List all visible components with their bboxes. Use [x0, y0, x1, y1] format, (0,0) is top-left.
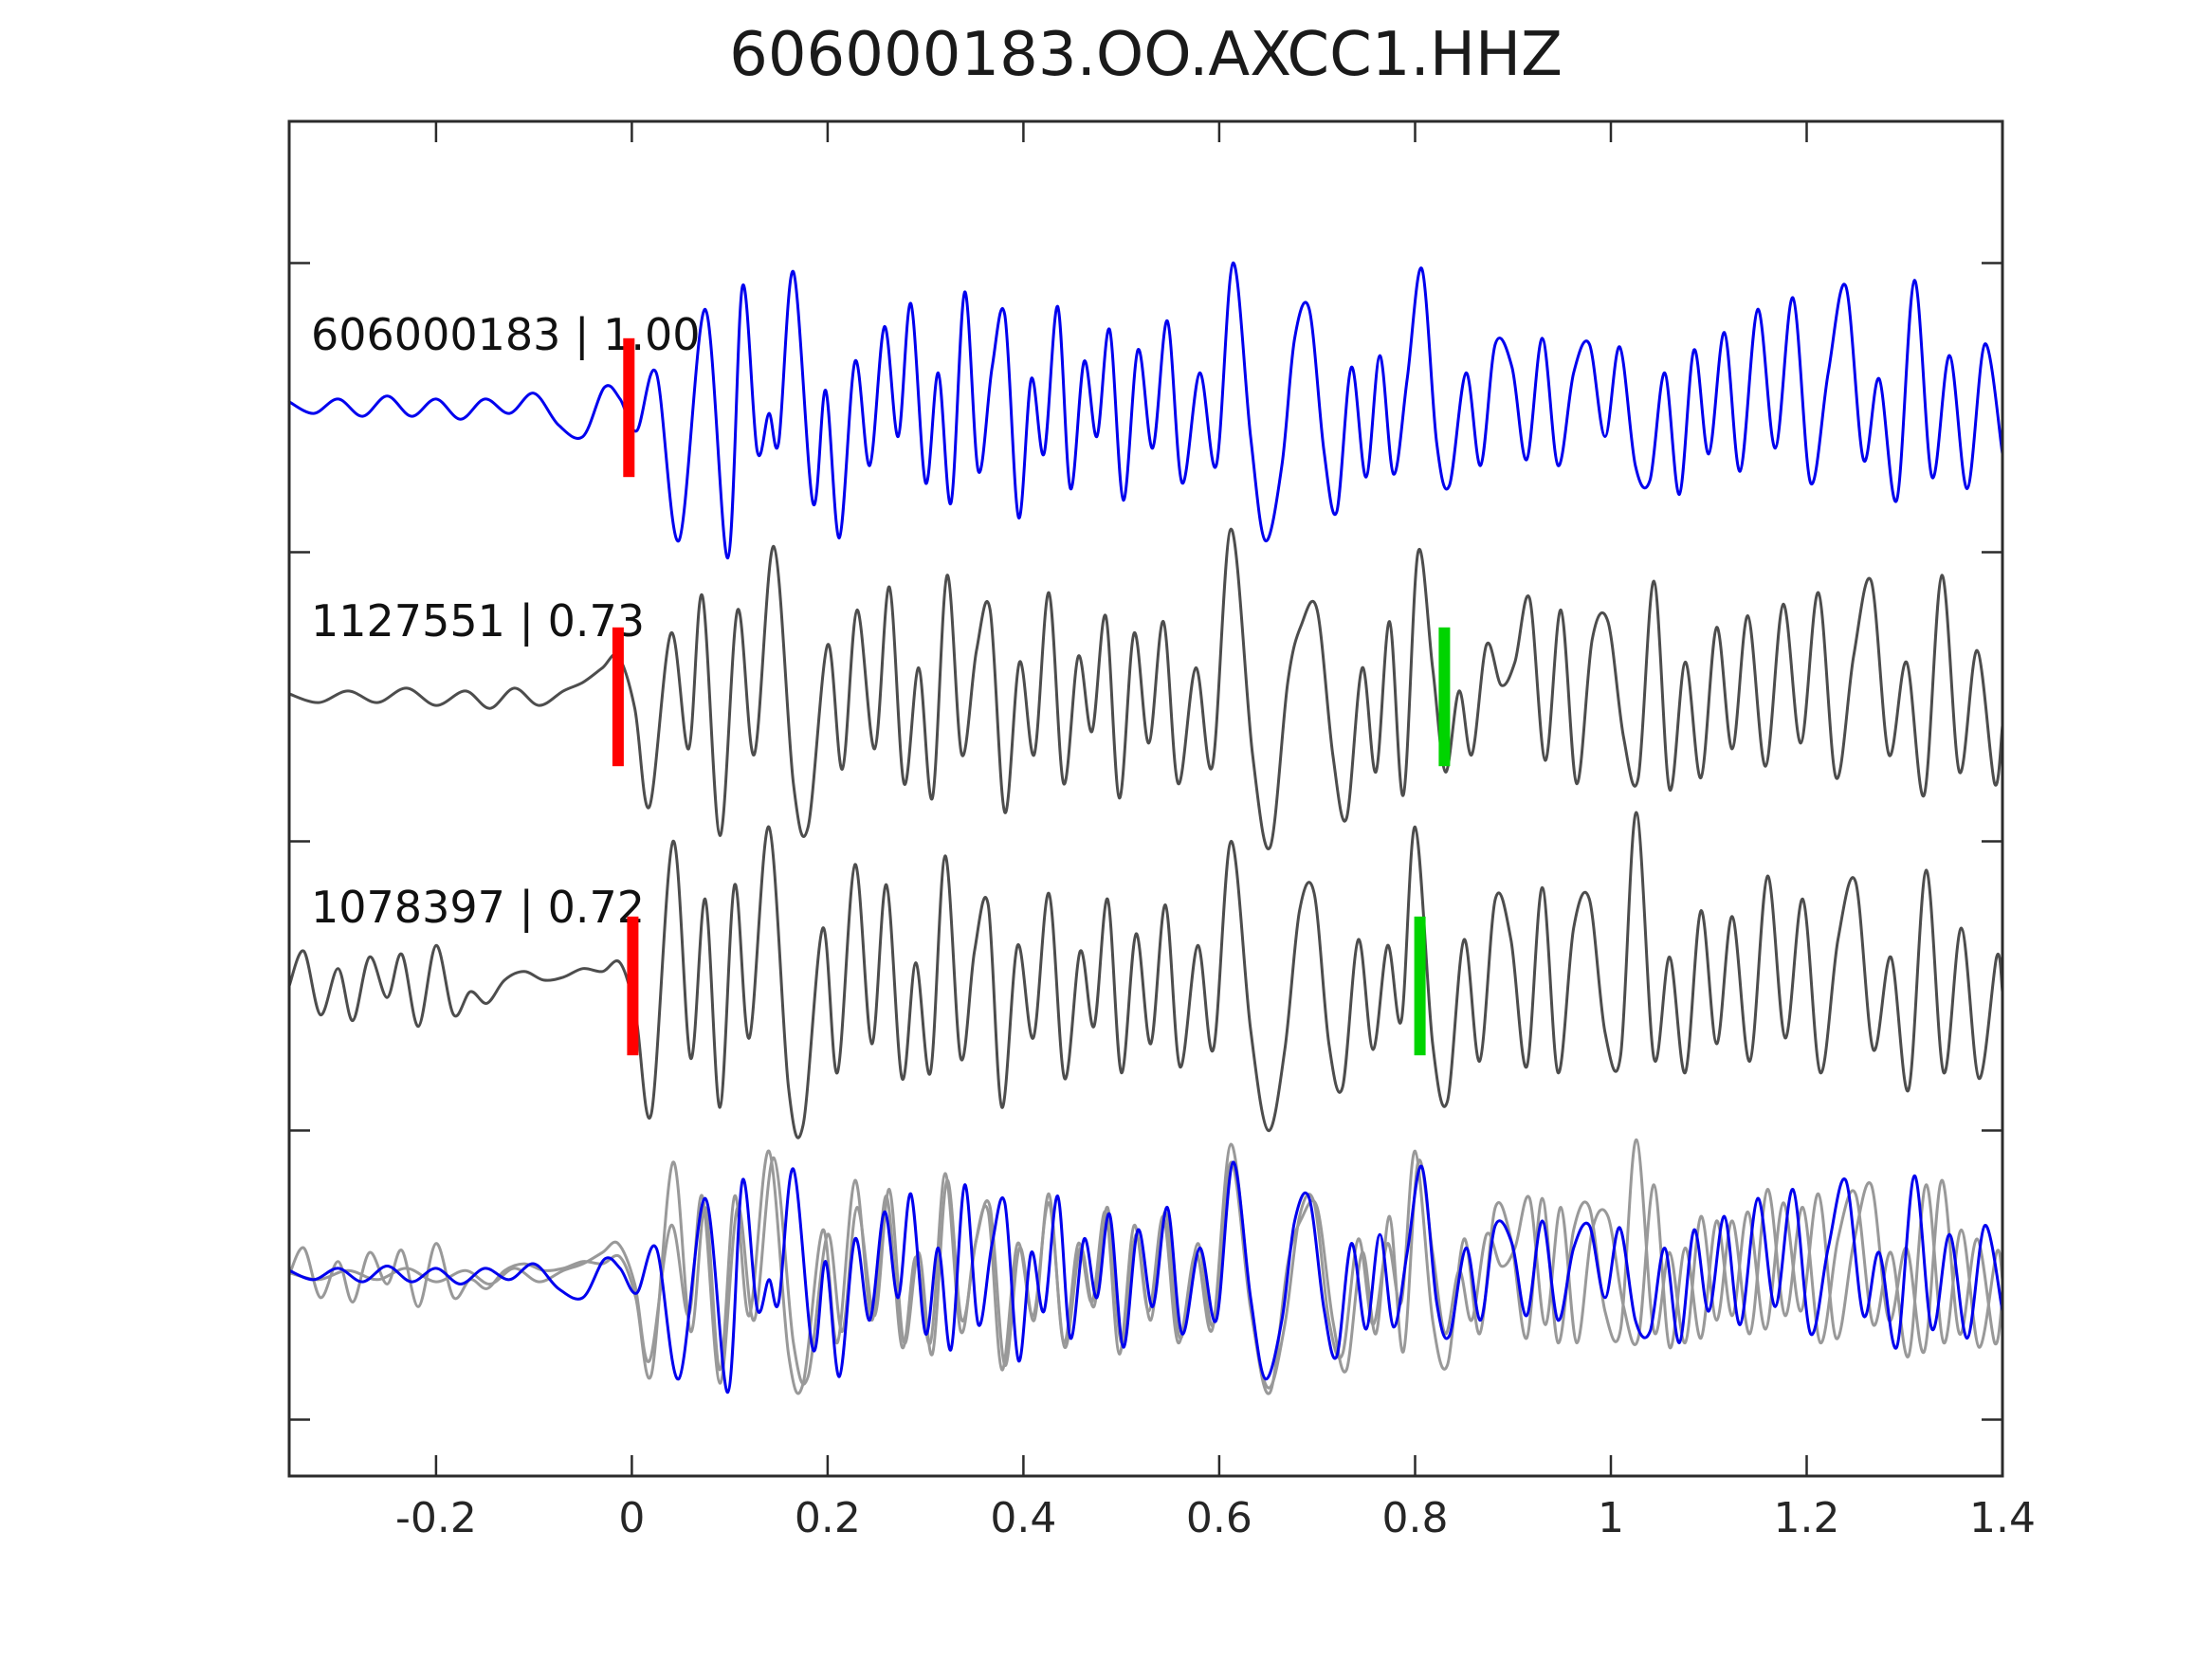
x-tick-label: 1.4: [1969, 1494, 2036, 1542]
pick-red-detection-2: [627, 916, 639, 1056]
overlay-trace-1078397: [287, 1138, 2004, 1395]
axis-tick-marks: [289, 121, 2004, 1476]
waveforms: [287, 261, 2004, 1395]
overlay-trace-606000183: [287, 1160, 2004, 1395]
x-tick-label: 0.4: [990, 1494, 1056, 1542]
pick-markers: [612, 337, 1451, 1056]
x-tick-label: 0.2: [795, 1494, 861, 1542]
overlay-trace-1127551: [287, 1142, 2004, 1395]
x-tick-label: -0.2: [395, 1494, 477, 1542]
trace-label-detection-2: 1078397 | 0.72: [311, 882, 645, 934]
pick-red-detection-1: [612, 627, 624, 767]
x-tick-label: 1: [1598, 1494, 1624, 1542]
x-tick-label: 0: [618, 1494, 645, 1542]
x-axis-tick-labels: -0.2 0 0.2 0.4 0.6 0.8 1 1.2 1.4: [395, 1494, 2036, 1542]
axes-frame: [287, 119, 2004, 1478]
pick-green-detection-1: [1438, 627, 1451, 767]
pick-red-template: [623, 337, 635, 478]
x-tick-label: 0.6: [1186, 1494, 1252, 1542]
trace-label-detection-1: 1127551 | 0.73: [311, 595, 645, 647]
figure-title: 606000183.OO.AXCC1.HHZ: [729, 20, 1563, 90]
x-tick-label: 0.8: [1382, 1494, 1449, 1542]
trace-label-template: 606000183 | 1.00: [311, 309, 701, 361]
waveform-trace-606000183: [287, 261, 2004, 560]
pick-green-detection-2: [1414, 916, 1426, 1056]
waveform-trace-1127551: [287, 527, 2004, 850]
waveform-trace-1078397: [287, 811, 2004, 1139]
x-tick-label: 1.2: [1774, 1494, 1840, 1542]
